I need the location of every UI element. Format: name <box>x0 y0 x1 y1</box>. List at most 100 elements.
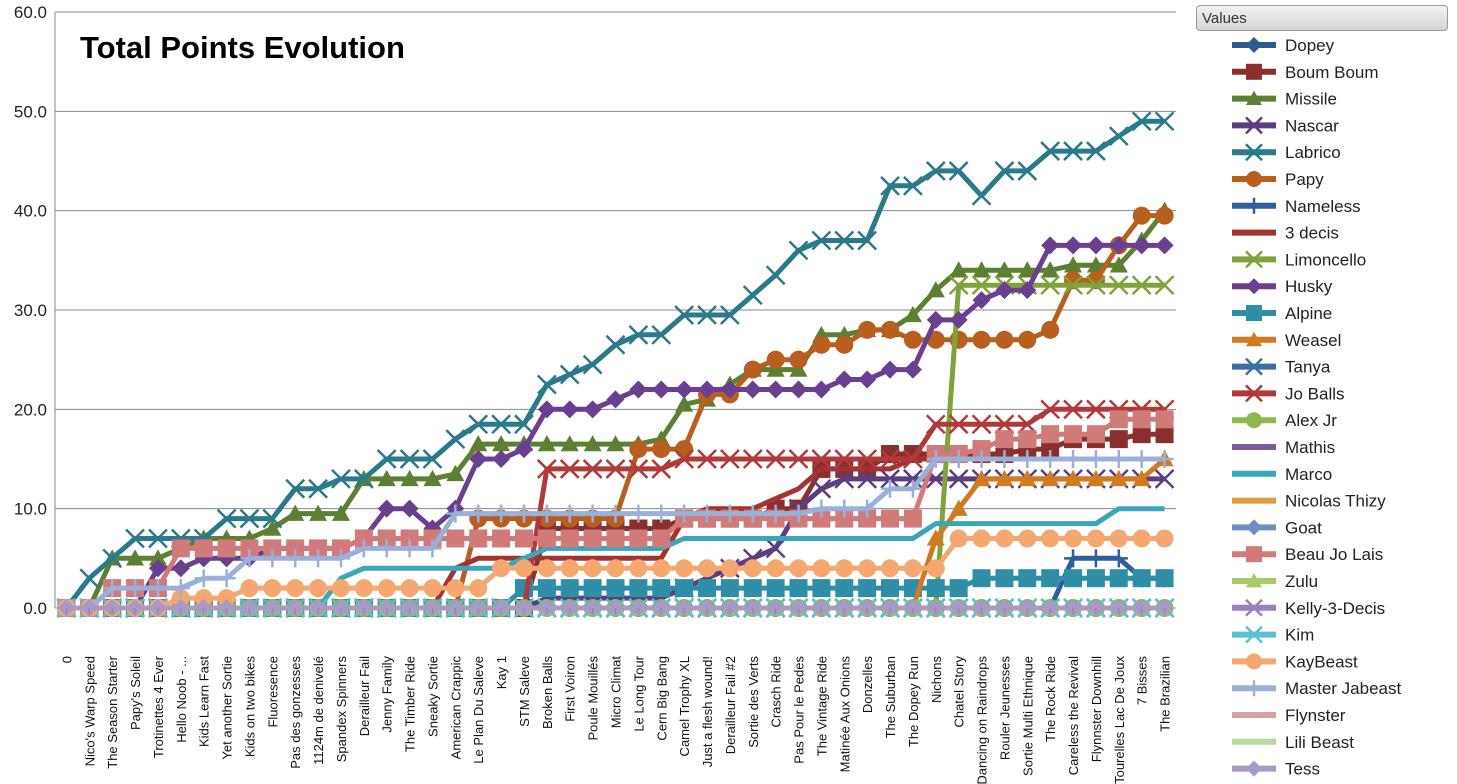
legend-item[interactable]: Marco <box>1232 465 1332 484</box>
data-point <box>1086 469 1105 487</box>
data-point <box>331 468 351 489</box>
data-point <box>1109 430 1128 449</box>
data-point <box>881 559 900 578</box>
legend-item[interactable]: 3 decis <box>1232 224 1339 243</box>
legend-item[interactable]: Labrico <box>1232 143 1341 162</box>
data-point <box>286 504 305 521</box>
data-point <box>995 430 1014 449</box>
data-point <box>1154 275 1175 296</box>
x-tick-label: The Season Starter <box>105 655 120 768</box>
legend-item[interactable]: Nameless <box>1232 197 1361 216</box>
data-point <box>400 469 419 487</box>
data-point <box>240 539 259 558</box>
legend-marker <box>1245 357 1263 376</box>
data-point <box>606 579 625 598</box>
data-point <box>1040 141 1061 161</box>
data-point <box>1086 450 1105 468</box>
data-point <box>148 528 168 549</box>
data-point <box>1086 529 1105 548</box>
x-tick-label: Sortie des Verts <box>746 656 761 748</box>
data-point <box>1109 569 1128 588</box>
legend-item[interactable]: Master Jabeast <box>1232 679 1401 698</box>
x-tick-label: Le Plan Du Saleve <box>471 656 486 764</box>
legend-label: KayBeast <box>1285 652 1358 671</box>
legend-item[interactable]: Limoncello <box>1232 250 1366 269</box>
legend-label: Beau Jo Lais <box>1285 545 1383 564</box>
legend-item[interactable]: Jo Balls <box>1232 384 1345 403</box>
legend-item[interactable]: Kelly-3-Decis <box>1232 599 1385 618</box>
legend-marker <box>1246 305 1262 321</box>
data-point <box>239 508 260 529</box>
legend-label: Nameless <box>1285 197 1361 216</box>
data-point <box>949 579 968 598</box>
data-point <box>537 435 556 452</box>
data-point <box>1041 236 1060 255</box>
data-point <box>469 579 488 598</box>
data-point <box>422 449 443 469</box>
legend-item[interactable]: Lili Beast <box>1232 733 1354 752</box>
data-point <box>948 275 969 296</box>
legend-marker <box>1245 625 1263 644</box>
data-point <box>286 549 305 568</box>
legend-item[interactable]: Boum Boum <box>1232 63 1379 82</box>
data-point <box>559 364 580 385</box>
legend-item[interactable]: Alex Jr <box>1232 411 1337 430</box>
legend-item[interactable]: Kim <box>1232 626 1314 645</box>
data-point <box>102 548 123 569</box>
data-point <box>400 539 419 558</box>
legend-item[interactable]: Mathis <box>1232 438 1335 457</box>
legend-item[interactable]: Weasel <box>1232 331 1341 350</box>
legend-item[interactable]: Goat <box>1232 518 1322 537</box>
data-point <box>263 519 282 536</box>
legend-label: Jo Balls <box>1285 384 1345 403</box>
legend-header[interactable]: Values <box>1196 5 1448 31</box>
data-point <box>1064 469 1083 487</box>
legend-item[interactable]: Nascar <box>1232 116 1339 135</box>
legend-item[interactable]: KayBeast <box>1232 652 1358 671</box>
x-tick-label: Matinée Aux Onions <box>837 656 852 773</box>
x-tick-label: The Brazilian <box>1158 656 1173 732</box>
data-point <box>926 281 945 298</box>
legend-item[interactable]: Beau Jo Lais <box>1232 545 1383 564</box>
data-point <box>720 504 739 523</box>
data-point <box>651 324 672 345</box>
x-tick-label: Kay 1 <box>494 656 509 689</box>
data-point <box>194 569 213 588</box>
data-point <box>903 330 922 349</box>
x-tick-label: 1124m de denivelé <box>311 656 326 765</box>
legend-item[interactable]: Papy <box>1232 170 1324 189</box>
data-point <box>743 380 762 399</box>
x-tick-label: First Voiron <box>563 656 578 722</box>
data-point <box>788 240 809 261</box>
data-point <box>582 354 603 375</box>
data-point <box>1154 468 1175 489</box>
data-point <box>606 504 625 523</box>
data-point <box>765 449 786 469</box>
data-point <box>788 449 809 469</box>
legend-item[interactable]: Husky <box>1232 277 1333 296</box>
data-point <box>423 469 442 487</box>
legend-item[interactable]: Missile <box>1232 90 1337 109</box>
data-point <box>469 435 488 452</box>
legend-item[interactable]: Nicolas Thizy <box>1232 492 1386 511</box>
legend-item[interactable]: Alpine <box>1232 304 1332 323</box>
legend-item[interactable]: Tess <box>1232 760 1320 779</box>
data-point <box>1086 549 1105 568</box>
data-point <box>537 504 556 523</box>
data-point <box>194 539 213 558</box>
x-tick-label: Cern Big Bang <box>654 656 669 741</box>
data-point <box>651 459 672 479</box>
legend-item[interactable]: Tanya <box>1232 358 1331 377</box>
data-point <box>514 559 533 578</box>
data-point <box>1018 529 1037 548</box>
legend-label: Husky <box>1285 277 1333 296</box>
data-point <box>995 330 1014 349</box>
data-point <box>766 350 785 369</box>
data-point <box>1064 549 1083 568</box>
legend-item[interactable]: Flynster <box>1232 706 1346 725</box>
data-point <box>881 579 900 598</box>
data-point <box>1155 569 1174 588</box>
legend-item[interactable]: Dopey <box>1232 36 1335 55</box>
legend-item[interactable]: Zulu <box>1232 572 1318 591</box>
data-point <box>1131 111 1152 132</box>
